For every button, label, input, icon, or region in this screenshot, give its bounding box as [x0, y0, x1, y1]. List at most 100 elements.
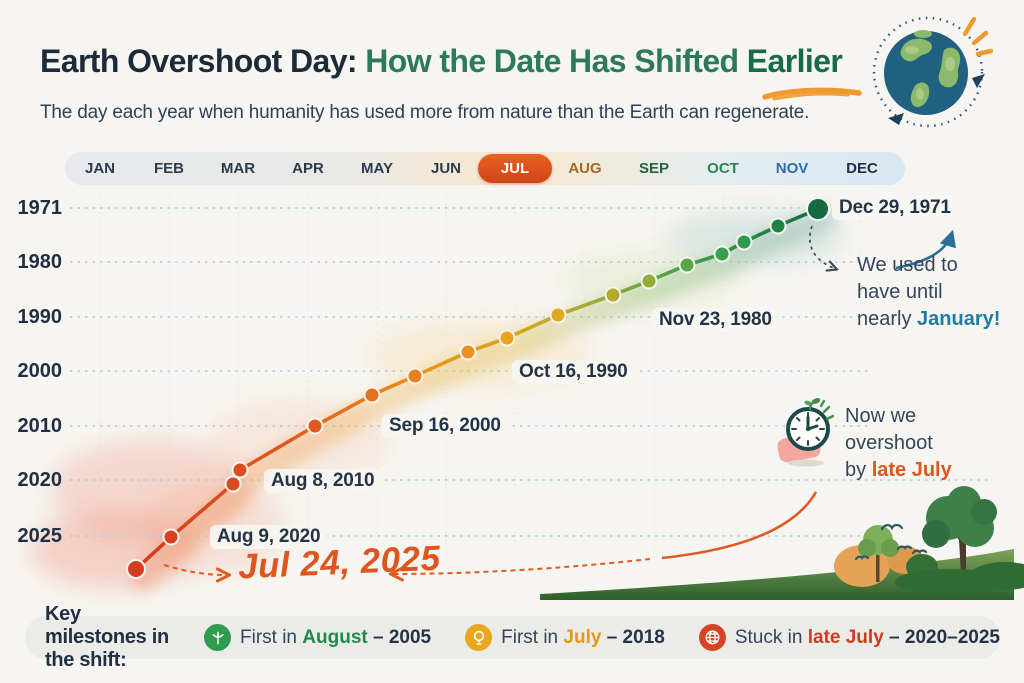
milestones-title: Key milestones in the shift: [45, 603, 169, 671]
year-label-2020: 2020 [17, 469, 63, 491]
data-dot [306, 417, 324, 435]
page-title: Earth Overshoot Day: How the Date Has Sh… [40, 43, 890, 79]
orbit-arrow-down [972, 74, 985, 88]
watercolor-smear [30, 212, 845, 588]
title-accent: Earlier [746, 43, 843, 79]
landscape [540, 486, 1024, 600]
milestones-bar: Key milestones in the shift: First in Au… [25, 603, 1000, 671]
data-dot [162, 528, 180, 546]
month-apr: APR [292, 160, 324, 177]
year-label-2010: 2010 [17, 415, 63, 437]
milestone-text: First in July – 2018 [501, 626, 665, 648]
data-dot [735, 233, 753, 251]
alarm-clock-icon [777, 398, 835, 467]
orange-bush [834, 545, 890, 587]
month-feb: FEB [154, 160, 184, 177]
year-label-1990: 1990 [17, 306, 63, 328]
data-dot [769, 217, 787, 235]
month-nov: NOV [775, 160, 809, 177]
annotation-past-line3: nearly [857, 307, 918, 330]
data-dot [498, 329, 516, 347]
month-sep: SEP [638, 160, 669, 177]
small-tree-canopy [863, 525, 893, 555]
data-dot [406, 367, 424, 385]
grass [540, 549, 1014, 600]
month-jul: JUL [500, 160, 530, 177]
data-dot [549, 306, 567, 324]
point-label-2020: Aug 9, 2020 [210, 525, 328, 549]
point-label-2000: Sep 16, 2000 [382, 414, 508, 438]
subtitle: The day each year when humanity has used… [40, 102, 810, 123]
sparkle-dashes [819, 399, 835, 421]
year-label-1971: 1971 [17, 197, 63, 219]
bush [906, 554, 938, 580]
year-label-2025: 2025 [17, 525, 63, 547]
milestone-text: First in August – 2005 [240, 626, 432, 648]
milestone-text: Stuck in late July – 2020–2025 [734, 626, 1000, 648]
annotation-now-line3: by [845, 458, 872, 481]
dashed-arrow-left [163, 564, 228, 575]
point-label-1971: Dec 29, 1971 [832, 196, 958, 220]
annotation-past-accent: January! [917, 307, 1001, 330]
year-label-1980: 1980 [17, 251, 63, 273]
globe-icon [698, 624, 726, 651]
data-dots [126, 197, 830, 579]
data-dot [126, 559, 146, 579]
continent-highlights [905, 46, 955, 100]
data-dot [640, 272, 658, 290]
month-jul-highlight: JUL [478, 154, 552, 183]
data-dot [678, 256, 696, 274]
annotation-now: Now we overshoot by late July [845, 403, 995, 483]
trend-line [134, 207, 819, 571]
title-underline-swoosh [762, 87, 862, 101]
month-aug: AUG [568, 160, 602, 177]
point-label-1990: Oct 16, 1990 [512, 360, 635, 384]
title-dark: Earth Overshoot Day: [40, 43, 358, 79]
data-dot [459, 343, 477, 361]
leaf-icon [204, 624, 231, 651]
sun-rays-icon [962, 16, 994, 57]
data-dot [363, 386, 381, 404]
annotation-past-line1: We used to [857, 254, 958, 276]
data-dot [231, 461, 249, 479]
annotation-now-line1: Now we [845, 405, 917, 427]
month-jan: JAN [84, 160, 115, 177]
month-dec: DEC [846, 160, 878, 177]
dashed-arrow-past [808, 225, 836, 269]
birds-icon [854, 523, 928, 561]
month-mar: MAR [220, 160, 256, 177]
month-oct: OCT [707, 160, 739, 177]
orbit-arrow-left [888, 113, 904, 125]
annotation-past-line2: have until [857, 280, 943, 303]
watercolor-trail [130, 205, 838, 591]
data-dot [224, 475, 242, 493]
bush-row [895, 569, 1005, 595]
point-label-1980: Nov 23, 1980 [652, 308, 779, 332]
data-dot [806, 197, 830, 221]
globe-orbit-icon [872, 16, 994, 128]
title-green: How the Date Has Shifted [356, 43, 747, 79]
milestone-item-2018: First in July – 2018 [465, 624, 665, 651]
data-dot [604, 286, 622, 304]
sprout-icon [804, 398, 821, 411]
milestone-item-2005: First in August – 2005 [204, 624, 431, 651]
month-jun: JUN [430, 160, 461, 177]
month-axis: JAN FEB MAR APR MAY JUN JUL AUG SEP OCT … [65, 152, 905, 185]
big-tree-canopy [922, 486, 997, 548]
year-label-2000: 2000 [17, 360, 63, 382]
annotation-past: We used to have until nearly January! [857, 252, 1007, 332]
small-tree-trunk [876, 552, 880, 582]
point-label-2010: Aug 8, 2010 [264, 469, 382, 493]
annotation-now-line2: overshoot [845, 431, 933, 454]
point-label-2025-handwritten: Jul 24, 2025 [237, 538, 442, 587]
data-dot [713, 245, 731, 263]
month-may: MAY [361, 160, 393, 177]
annotation-now-accent: late July [871, 458, 952, 481]
milestone-item-2020-2025: Stuck in late July – 2020–2025 [698, 624, 1000, 651]
big-tree-trunk [948, 518, 979, 592]
bulb-icon [465, 624, 493, 651]
vertical-gridlines [99, 196, 862, 560]
orange-bush-2 [887, 546, 923, 574]
orange-curve [661, 491, 818, 560]
